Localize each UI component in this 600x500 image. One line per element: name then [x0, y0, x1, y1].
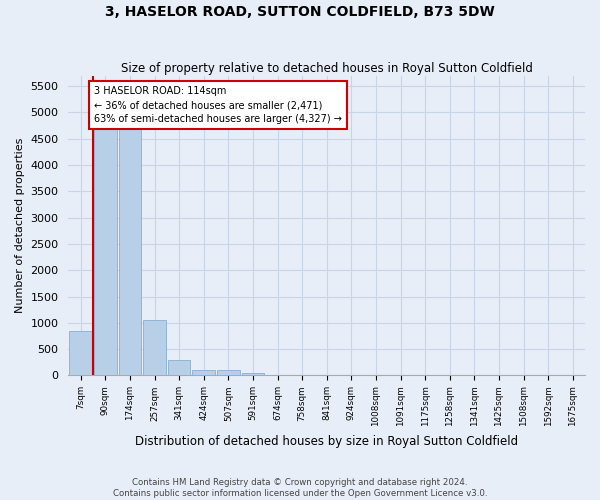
- Bar: [168, 360, 190, 376]
- Bar: [70, 330, 92, 376]
- Bar: [94, 107, 116, 376]
- Y-axis label: Number of detached properties: Number of detached properties: [15, 138, 25, 313]
- Text: 3, HASELOR ROAD, SUTTON COLDFIELD, B73 5DW: 3, HASELOR ROAD, SUTTON COLDFIELD, B73 5…: [105, 5, 495, 19]
- X-axis label: Distribution of detached houses by size in Royal Sutton Coldfield: Distribution of detached houses by size …: [135, 434, 518, 448]
- Bar: [217, 370, 239, 376]
- Text: Contains HM Land Registry data © Crown copyright and database right 2024.
Contai: Contains HM Land Registry data © Crown c…: [113, 478, 487, 498]
- Title: Size of property relative to detached houses in Royal Sutton Coldfield: Size of property relative to detached ho…: [121, 62, 533, 74]
- Bar: [119, 107, 141, 376]
- Bar: [143, 320, 166, 376]
- Text: 3 HASELOR ROAD: 114sqm
← 36% of detached houses are smaller (2,471)
63% of semi-: 3 HASELOR ROAD: 114sqm ← 36% of detached…: [94, 86, 342, 124]
- Bar: [193, 370, 215, 376]
- Bar: [242, 373, 264, 376]
